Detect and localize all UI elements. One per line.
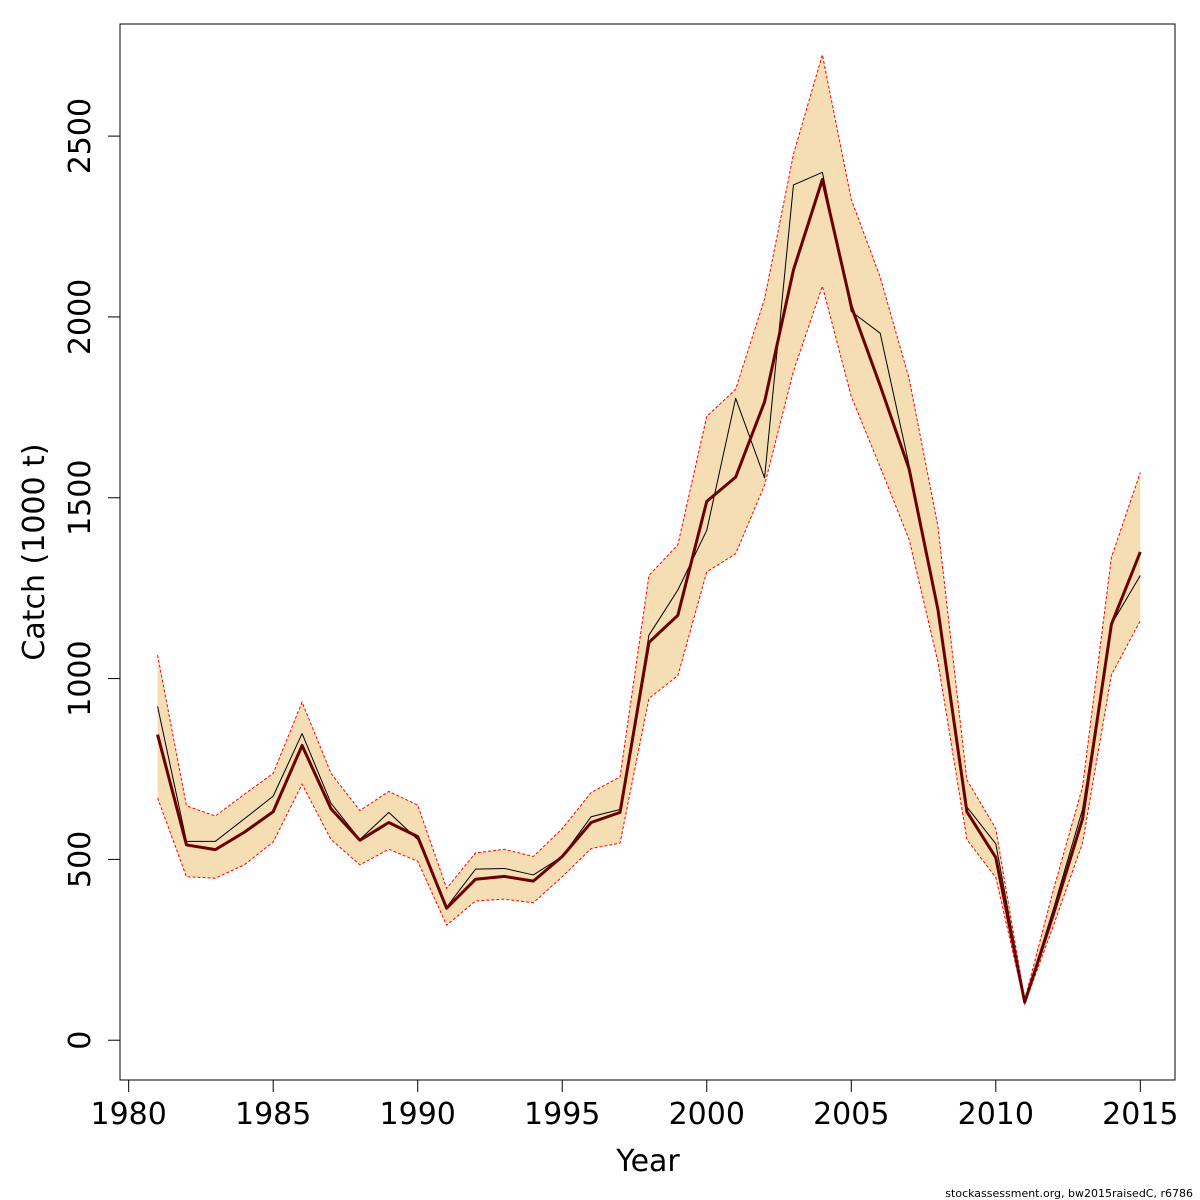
x-tick-label: 1990 — [380, 1097, 456, 1132]
y-tick-label: 2000 — [63, 279, 98, 355]
y-tick-label: 0 — [63, 1031, 98, 1050]
x-tick-label: 1980 — [90, 1097, 166, 1132]
x-tick-label: 2010 — [958, 1097, 1034, 1132]
x-tick-label: 2005 — [813, 1097, 889, 1132]
plot-frame — [119, 23, 1176, 1081]
estimate-line — [156, 178, 1142, 1004]
x-tick-label: 2015 — [1102, 1097, 1178, 1132]
x-tick-label: 1995 — [524, 1097, 600, 1132]
observed-line — [157, 171, 1141, 1002]
y-tick-label: 500 — [63, 831, 98, 888]
y-tick-label: 1000 — [63, 640, 98, 716]
band-lower-edge — [157, 284, 1141, 1006]
y-axis-title: Catch (1000 t) — [17, 443, 52, 660]
x-axis-title: Year — [615, 1144, 680, 1179]
x-axis: 1980 1985 1990 1995 2000 2005 2010 2015 — [90, 1079, 1178, 1132]
series-lines — [156, 171, 1142, 1004]
confidence-band — [157, 54, 1141, 1006]
band-fill — [157, 54, 1141, 1005]
y-axis: 0 500 1000 1500 2000 2500 — [63, 98, 121, 1050]
footnote: stockassessment.org, bw2015raisedC, r678… — [945, 1187, 1193, 1200]
y-tick-label: 2500 — [63, 98, 98, 174]
x-tick-label: 2000 — [669, 1097, 745, 1132]
y-tick-label: 1500 — [63, 460, 98, 536]
x-tick-label: 1985 — [235, 1097, 311, 1132]
